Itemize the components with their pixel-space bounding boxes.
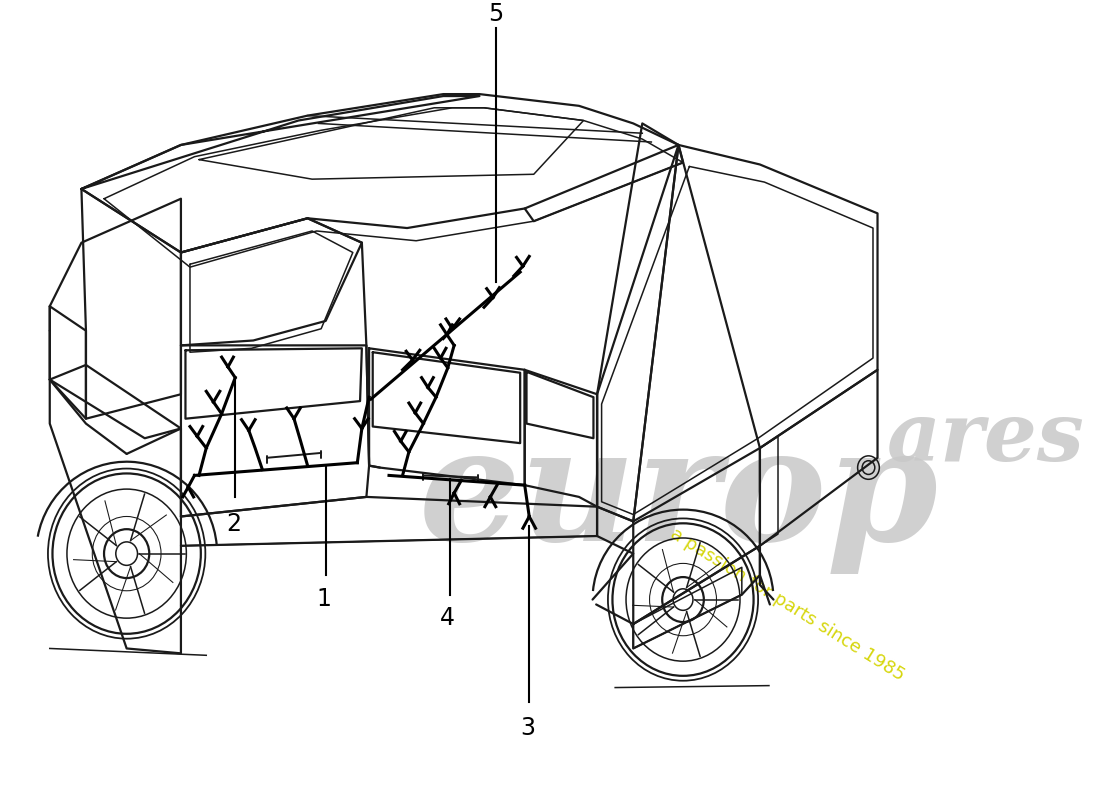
Text: 5: 5 <box>488 2 504 26</box>
Text: 3: 3 <box>520 716 535 740</box>
Text: ares: ares <box>887 398 1085 478</box>
Text: 1: 1 <box>317 587 331 611</box>
Text: 2: 2 <box>226 511 241 535</box>
Text: a passion for parts since 1985: a passion for parts since 1985 <box>667 525 908 684</box>
Text: 4: 4 <box>440 606 455 630</box>
Text: europ: europ <box>418 420 938 574</box>
